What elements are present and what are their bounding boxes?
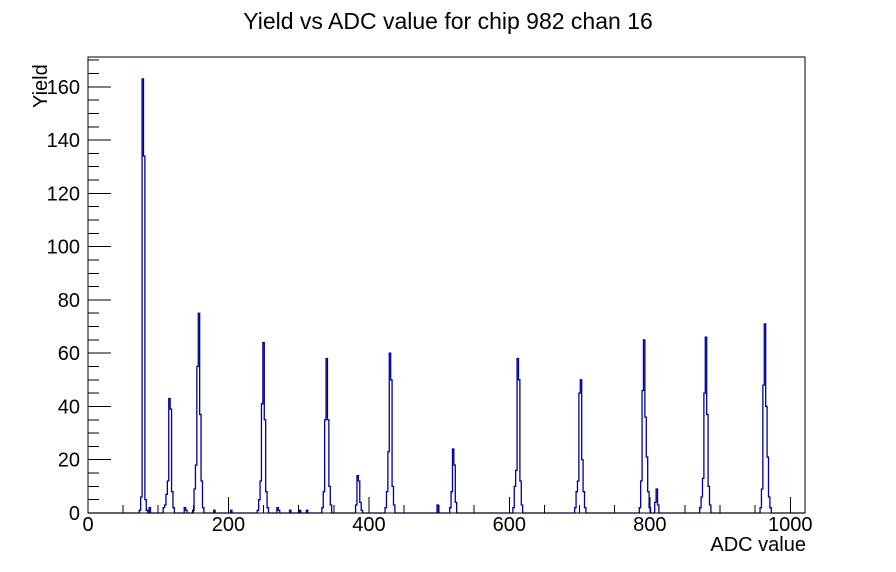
- y-tick-label: 160: [47, 77, 80, 99]
- histogram-line: [88, 78, 805, 514]
- x-axis-title: ADC value: [710, 534, 806, 556]
- x-tick-label: 200: [212, 514, 245, 536]
- y-tick-label: 80: [58, 290, 80, 312]
- y-axis-title: Yield: [30, 64, 52, 108]
- y-tick-label: 0: [69, 503, 80, 525]
- y-tick-label: 140: [47, 130, 80, 152]
- y-tick-label: 40: [58, 396, 80, 418]
- x-tick-label: 600: [493, 514, 526, 536]
- y-tick-label: 60: [58, 343, 80, 365]
- y-tick-label: 100: [47, 237, 80, 259]
- x-tick-label: 1000: [768, 514, 813, 536]
- x-tick-label: 400: [352, 514, 385, 536]
- x-tick-label: 800: [633, 514, 666, 536]
- chart-title: Yield vs ADC value for chip 982 chan 16: [243, 8, 653, 34]
- plot-frame: [87, 56, 806, 514]
- x-tick-label: 0: [82, 514, 93, 536]
- y-tick-label: 20: [58, 450, 80, 472]
- y-tick-label: 120: [47, 183, 80, 205]
